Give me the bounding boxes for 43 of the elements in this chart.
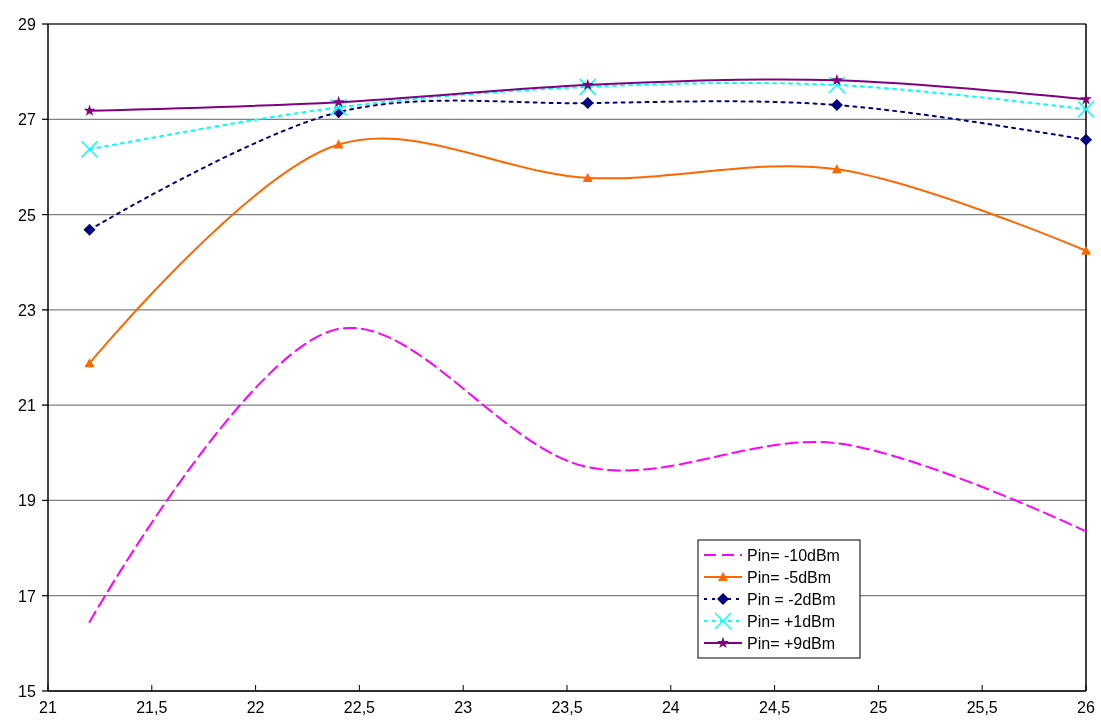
point <box>1079 92 1093 105</box>
point <box>84 358 95 368</box>
x-tick-label: 21,5 <box>136 699 168 716</box>
point <box>1077 100 1095 119</box>
legend-label: Pin = -2dBm <box>747 591 836 608</box>
y-tick-label: 29 <box>18 16 36 33</box>
legend-label: Pin= -5dBm <box>747 569 832 586</box>
point <box>579 78 597 96</box>
point <box>80 140 99 159</box>
x-tick-label: 26 <box>1077 699 1095 716</box>
x-tick-label: 22 <box>246 699 265 716</box>
x-tick-label: 25,5 <box>966 699 998 716</box>
point <box>83 223 96 236</box>
x-tick-label: 24,5 <box>759 699 791 716</box>
x-tick-label: 24 <box>661 699 680 716</box>
point <box>828 76 846 94</box>
point <box>1080 133 1092 146</box>
x-tick-label: 22,5 <box>343 699 376 716</box>
y-tick-label: 19 <box>18 492 36 510</box>
y-tick-label: 15 <box>18 683 36 700</box>
x-tick-label: 23 <box>454 699 473 716</box>
y-tick-label: 17 <box>18 587 36 605</box>
x-tick-label: 21 <box>39 699 57 716</box>
point <box>830 98 843 111</box>
legend-label: Pin= -10dBm <box>747 547 840 564</box>
point <box>581 78 594 91</box>
point <box>83 104 96 116</box>
point <box>329 98 348 117</box>
point <box>582 172 593 182</box>
y-tick-label: 25 <box>18 206 36 224</box>
legend-label: Pin= +9dBm <box>747 635 836 652</box>
y-tick-label: 27 <box>18 111 36 129</box>
point <box>831 164 842 174</box>
y-tick-label: 23 <box>18 301 36 319</box>
legend-label: Pin= +1dBm <box>747 613 836 630</box>
x-tick-label: 25 <box>869 699 888 716</box>
point <box>333 139 344 149</box>
x-tick-label: 23,5 <box>551 699 583 716</box>
point <box>332 95 345 108</box>
y-tick-label: 21 <box>18 397 36 415</box>
point <box>1081 245 1091 255</box>
point <box>830 73 843 86</box>
point <box>581 97 594 110</box>
